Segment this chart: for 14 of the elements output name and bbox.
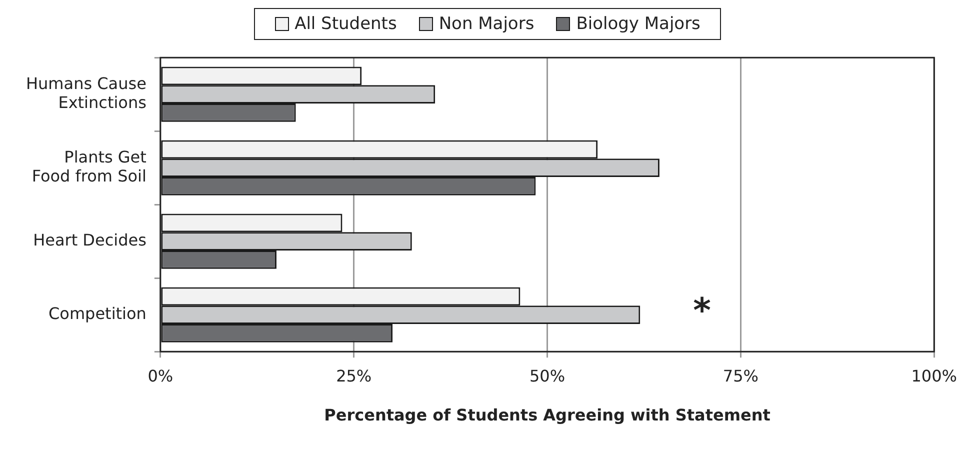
annotation: *	[693, 291, 712, 332]
x-tick-label: 25%	[336, 366, 372, 386]
x-tick-label: 0%	[148, 366, 174, 386]
x-tick-label: 50%	[529, 366, 566, 386]
x-axis-title: Percentage of Students Agreeing with Statement	[324, 406, 771, 425]
y-tick-label: Plants Get Food from Soil	[32, 147, 146, 186]
y-tick-label: Competition	[48, 304, 146, 324]
text: All Students	[294, 14, 397, 34]
legend-label: Biology Majors	[576, 14, 700, 34]
legend-label: Non Majors	[438, 14, 534, 34]
y-tick-label: Heart Decides	[33, 230, 146, 250]
x-tick-label: 100%	[911, 366, 958, 386]
y-tick-label: Humans Cause Extinctions	[26, 74, 146, 112]
x-tick-label: 75%	[722, 366, 758, 386]
